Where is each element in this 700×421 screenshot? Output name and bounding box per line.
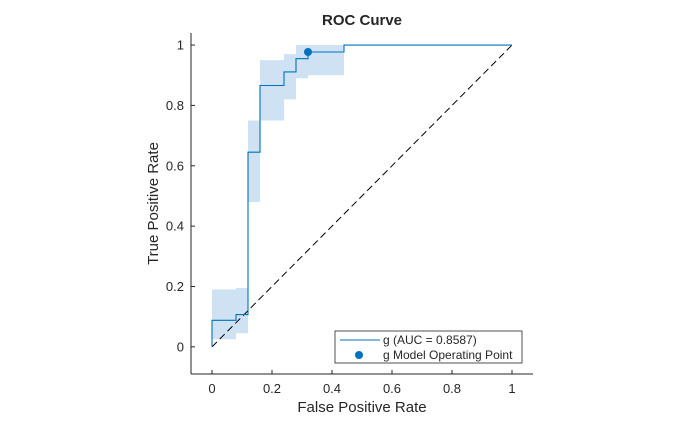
reference-diagonal-line: [211, 44, 513, 348]
operating-point-marker: [304, 48, 312, 57]
y-axis-label: True Positive Rate: [145, 142, 162, 265]
legend-roc-label: g (AUC = 0.8587): [383, 333, 477, 347]
y-tick-label: 0.4: [166, 219, 184, 234]
roc-curve-line: [211, 44, 512, 347]
chart-title: ROC Curve: [322, 12, 402, 29]
x-tick-label: 0: [208, 381, 215, 396]
confidence-bands: [212, 45, 344, 340]
confidence-band-0: [212, 289, 236, 340]
x-tick-label: 0.8: [443, 381, 461, 396]
y-tick-label: 0.6: [166, 158, 184, 173]
y-tick-label: 0.2: [166, 279, 184, 294]
y-tick-label: 1: [177, 38, 184, 53]
confidence-band-4: [284, 54, 296, 100]
y-ticks: 0 0.2 0.4 0.6 0.8 1: [166, 38, 195, 354]
x-tick-label: 0.4: [323, 381, 341, 396]
confidence-band-2: [248, 120, 260, 202]
confidence-band-3: [260, 60, 284, 121]
x-ticks: 0 0.2 0.4 0.6 0.8 1: [208, 370, 516, 396]
x-tick-label: 0.2: [263, 381, 281, 396]
y-tick-label: 0.8: [166, 98, 184, 113]
legend-box: [334, 330, 523, 364]
x-axis-label: False Positive Rate: [297, 399, 426, 416]
y-tick-label: 0: [177, 339, 184, 354]
confidence-band-1: [236, 287, 248, 334]
confidence-band-6: [308, 45, 344, 76]
legend: g (AUC = 0.8587) g Model Operating Point: [334, 330, 523, 364]
legend-operating-point-label: g Model Operating Point: [383, 348, 513, 362]
legend-operating-point-swatch: [355, 351, 363, 359]
x-tick-label: 1: [508, 381, 515, 396]
x-tick-label: 0.6: [383, 381, 401, 396]
